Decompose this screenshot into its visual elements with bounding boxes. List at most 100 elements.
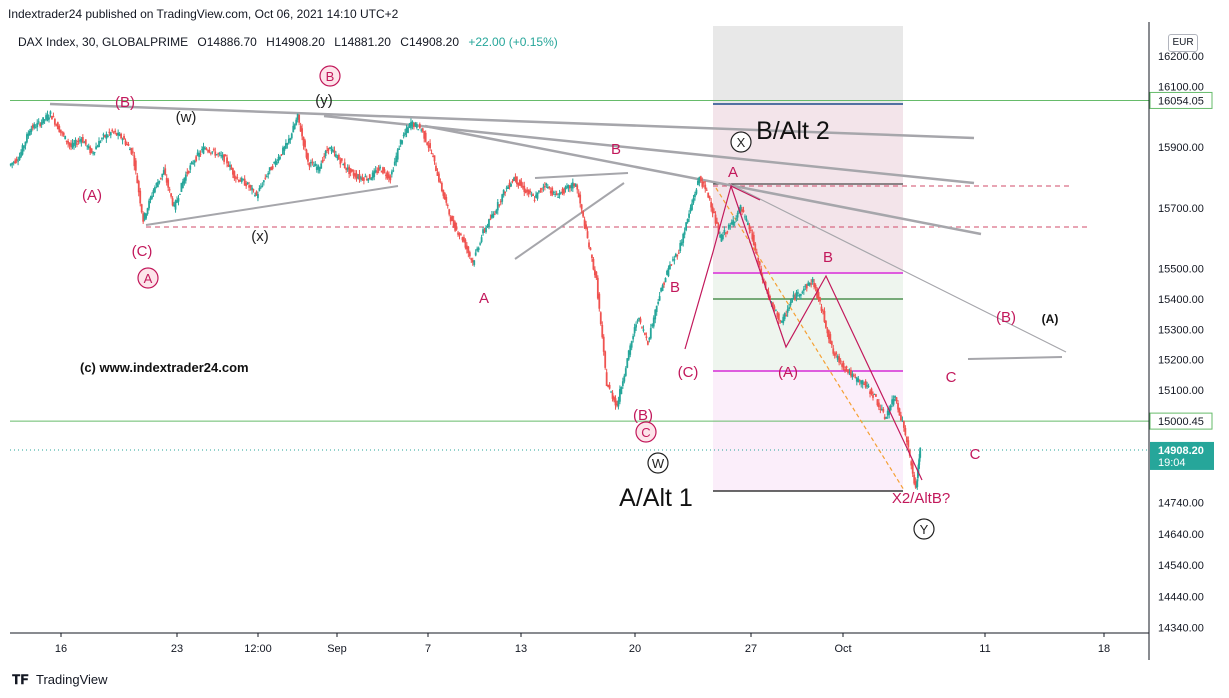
candle-body [39,123,42,127]
candle-body [133,155,136,167]
candle-body [304,140,306,148]
candle-body [645,336,648,338]
candle-body [414,122,417,126]
candle-body [473,260,476,265]
wave-label-13: (B) [633,407,653,424]
candle-body [339,159,342,165]
candle-body [37,121,40,123]
candle-body [67,141,70,144]
candle-body [217,153,220,155]
candle-body [139,190,142,204]
candle-body [68,142,71,146]
x-tick-label: 16 [55,643,67,655]
candle-body [626,358,629,368]
candle-body [695,189,698,194]
candle-body [382,167,384,174]
candle-body [432,156,434,158]
candle-body [114,130,117,133]
candle-body [610,391,612,393]
candle-body [691,203,693,210]
y-tick-label: 15200.00 [1158,355,1204,367]
candle-body [832,348,835,354]
candle-body [508,182,511,188]
candle-body [307,153,309,162]
candle-body [526,189,529,192]
candle-body [326,149,328,151]
candle-body [748,225,751,230]
candle-body [23,145,25,149]
fib-dashed-line [715,187,905,491]
candle-body [532,194,534,196]
candle-body [817,292,820,300]
candle-body [633,327,636,334]
candle-body [345,167,348,170]
candle-body [567,185,570,189]
candle-body [689,207,692,212]
candle-body [17,160,19,162]
candle-body [919,447,922,458]
candle-body [744,216,746,218]
candle-body [420,129,423,131]
candle-body [848,372,851,374]
circled-label-ring-1 [137,267,159,289]
candle-body [897,403,899,410]
wave-line [730,185,761,201]
candle-body [295,119,298,125]
candle-body [80,138,83,143]
candle-body [237,179,240,182]
candle-body [560,191,562,193]
candle-body [702,181,705,184]
candle-body [55,124,58,126]
x-tick-label: 12:00 [244,643,272,655]
wave-label-15: (A) [1042,312,1059,326]
currency-badge[interactable]: EUR [1168,34,1198,52]
x-zone-light-pink [713,372,903,491]
close-value: C14908.20 [400,35,460,49]
candle-body [629,345,632,355]
candle-body [224,155,227,157]
wave-label-9: B [670,279,680,296]
candle-body [757,257,760,263]
candle-body [895,397,898,402]
candle-body [296,113,299,120]
tradingview-logo[interactable]: 𝐓𝐅 TradingView [12,672,108,688]
candle-body [516,176,518,184]
candle-body [485,227,487,233]
candle-body [574,184,577,187]
candle-body [720,234,723,242]
candle-body [53,119,56,125]
candle-body [433,155,436,162]
candle-body [198,152,200,157]
candle-body [102,134,105,136]
candle-body [570,184,573,188]
candle-body [220,155,223,157]
candle-body [916,469,919,479]
candle-body [727,224,730,229]
candle-body [9,163,12,166]
candle-body [586,231,589,239]
candle-body [598,293,601,309]
wave-label-7: (x) [251,228,269,245]
candle-body [876,399,879,406]
candle-body [798,295,801,297]
candle-body [321,159,324,163]
candle-body [20,152,22,157]
candle-body [460,234,462,236]
candle-body [165,178,168,183]
candle-body [816,288,818,299]
candle-body [524,190,527,194]
candle-body [835,352,838,355]
candle-body [418,124,421,129]
circled-label-ring-5 [913,518,935,540]
symbol-name[interactable]: DAX Index, 30, GLOBALPRIME [18,35,189,49]
candle-body [847,369,849,373]
candle-body [407,127,409,133]
candle-body [348,166,351,175]
circled-label-0: B [326,69,335,84]
candle-body [34,127,37,129]
circled-label-ring-4 [647,452,669,474]
candle-body [15,159,18,162]
candle-body [268,167,271,171]
circled-label-5: Y [920,522,929,537]
